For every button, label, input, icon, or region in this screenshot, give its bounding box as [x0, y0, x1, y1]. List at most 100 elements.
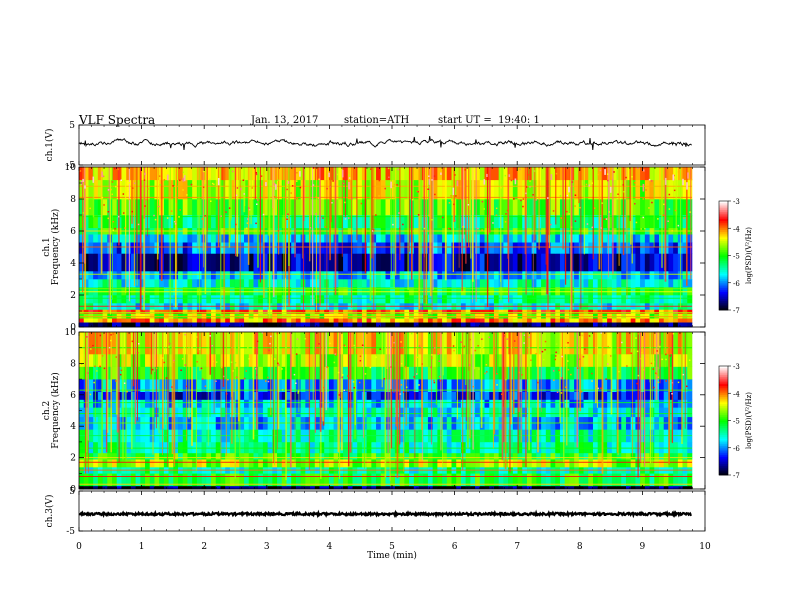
spectrogram-cell	[107, 399, 113, 408]
spectrogram-cell	[432, 309, 438, 314]
spectrogram-cell	[541, 167, 547, 181]
spectrogram-cell	[102, 253, 108, 272]
spectrogram-cell	[508, 234, 514, 243]
spectrogram-cell	[267, 353, 273, 367]
spectrogram-cell	[376, 379, 382, 392]
spectrogram-cell	[564, 452, 570, 460]
spectrogram-cell	[178, 318, 184, 323]
spectrogram-cell	[149, 473, 155, 487]
spectrogram-cell	[319, 313, 325, 319]
spectrogram-cell	[522, 295, 528, 304]
colorbar-step	[719, 235, 728, 238]
spectrogram-cell	[611, 485, 617, 490]
spectrogram-cell	[413, 179, 419, 200]
spectrogram-cell	[163, 379, 169, 392]
spectrogram-cell	[116, 287, 122, 296]
spectrogram-cell	[244, 167, 250, 181]
spectrogram-cell	[376, 271, 382, 280]
spectrogram-cell	[592, 313, 598, 319]
spectrogram-speckle	[242, 179, 245, 181]
spectrogram-cell	[409, 391, 415, 400]
spectrogram-cell	[654, 179, 660, 200]
spectrogram-cell	[437, 167, 443, 181]
spectrogram-cell	[512, 353, 518, 367]
spectrogram-cell	[409, 459, 415, 468]
spectrogram-cell	[404, 452, 410, 460]
spectrogram-cell	[380, 353, 386, 367]
spectrogram-cell	[380, 399, 386, 408]
spectrogram-cell	[630, 279, 636, 288]
spectrogram-cell	[512, 295, 518, 304]
spectrogram-speckle	[107, 217, 109, 220]
spectrogram-cell	[253, 295, 259, 304]
spectrogram-cell	[97, 322, 103, 328]
spectrogram-cell	[79, 242, 85, 254]
spectrogram-cell	[484, 452, 490, 460]
spectrogram-cell	[225, 199, 231, 216]
spectrogram-cell	[526, 234, 532, 243]
spectrogram-cell	[559, 322, 565, 328]
spectrogram-cell	[526, 459, 532, 468]
spectrogram-cell	[159, 399, 165, 408]
spectrogram-cell	[178, 199, 184, 216]
spectrogram-cell	[253, 242, 259, 254]
spectrogram-speckle	[597, 173, 599, 176]
spectrogram-cell	[277, 366, 283, 380]
spectrogram-cell	[347, 242, 353, 254]
spectrogram-cell	[333, 473, 339, 487]
spectrogram-cell	[418, 399, 424, 408]
spectrogram-cell	[423, 318, 429, 323]
spectrogram-cell	[343, 459, 349, 468]
spectrogram-cell	[399, 253, 405, 272]
spectrogram-cell	[239, 253, 245, 272]
spectrogram-cell	[427, 459, 433, 468]
spectrogram-cell	[135, 313, 141, 319]
spectrogram-cell	[413, 399, 419, 408]
spectrogram-cell	[305, 287, 311, 296]
spectrogram-cell	[446, 452, 452, 460]
spectrogram-cell	[484, 485, 490, 490]
spectrogram-cell	[503, 179, 509, 200]
spectrogram-cell	[112, 318, 118, 323]
spectrogram-cell	[97, 407, 103, 418]
spectrogram-cell	[658, 318, 665, 323]
spectrogram-cell	[305, 242, 311, 254]
spectrogram-cell	[79, 441, 85, 454]
spectrogram-cell	[277, 473, 283, 487]
spectrogram-cell	[234, 253, 240, 272]
spectrogram-cell	[611, 399, 617, 408]
spectrogram-cell	[88, 318, 94, 323]
spectrogram-cell	[607, 318, 613, 323]
spectrogram-cell	[574, 322, 580, 328]
spectrogram-cell	[234, 473, 240, 487]
spectrogram-cell	[121, 295, 127, 304]
spectrogram-cell	[163, 309, 169, 314]
spectrogram-cell	[126, 271, 132, 280]
spectrogram-cell	[272, 253, 278, 272]
spectrogram-cell	[262, 253, 268, 272]
spectrogram-cell	[291, 215, 297, 229]
spectrogram-cell	[163, 441, 169, 454]
spectrogram-cell	[291, 234, 297, 243]
spectrogram-speckle	[286, 218, 288, 220]
spectrogram-cell	[677, 441, 683, 454]
spectrogram-speckle	[251, 187, 253, 189]
spectrogram-cell	[220, 322, 226, 328]
spectrogram-cell	[178, 399, 184, 408]
spectrogram-cell	[215, 379, 221, 392]
spectrogram-cell	[201, 271, 207, 280]
spectrogram-cell	[366, 322, 372, 328]
spectrogram-cell	[611, 309, 617, 314]
spectrogram-cell	[347, 179, 353, 200]
spectrogram-cell	[262, 485, 268, 490]
spectrogram-cell	[668, 473, 674, 487]
spectrogram-cell	[508, 199, 514, 216]
spectrogram-speckle	[132, 187, 134, 189]
spectrogram-cell	[361, 473, 367, 487]
spectrogram-cell	[526, 242, 532, 254]
spectrogram-hotspot	[183, 175, 186, 182]
spectrogram-cell	[357, 391, 363, 400]
spectrogram-cell	[107, 253, 113, 272]
spectrogram-cell	[291, 366, 297, 380]
spectrogram-cell	[404, 366, 410, 380]
